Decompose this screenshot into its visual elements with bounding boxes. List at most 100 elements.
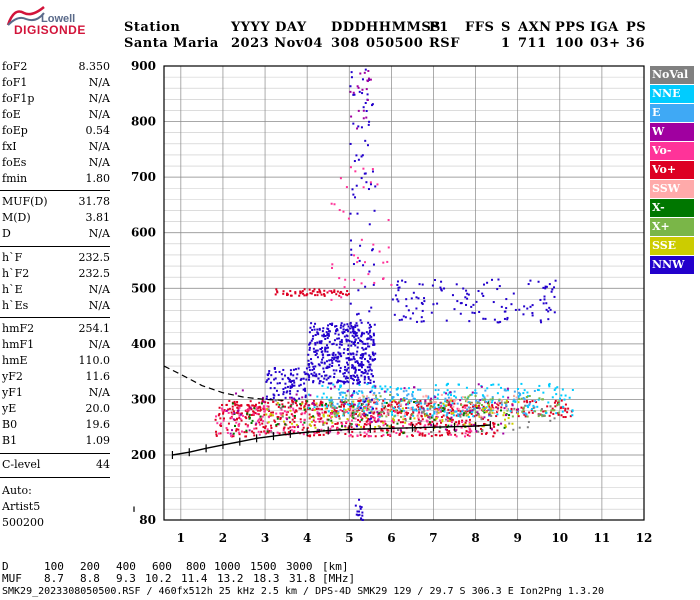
echo-point: [252, 412, 255, 415]
header-ffs: FFS: [465, 20, 495, 35]
echo-point: [471, 391, 474, 394]
echo-point: [484, 317, 487, 320]
echo-point: [350, 377, 353, 380]
echo-point: [382, 277, 385, 280]
echo-point: [408, 402, 411, 405]
echo-point: [332, 342, 335, 345]
echo-point: [527, 283, 530, 286]
echo-point: [532, 407, 535, 410]
echo-point: [413, 417, 416, 420]
echo-point: [360, 126, 363, 129]
echo-point: [356, 324, 359, 327]
echo-point: [403, 387, 406, 390]
echo-point: [451, 400, 454, 403]
echo-point: [276, 431, 279, 434]
echo-point: [352, 409, 355, 412]
echo-point: [330, 298, 333, 301]
echo-point: [320, 375, 323, 378]
echo-point: [368, 345, 371, 348]
echo-point: [299, 421, 302, 424]
echo-point: [389, 409, 392, 412]
echo-point: [428, 417, 431, 420]
echo-point: [311, 368, 314, 371]
echo-point: [343, 411, 346, 414]
echo-point: [339, 177, 342, 180]
echo-point: [334, 415, 337, 418]
echo-point: [344, 293, 347, 296]
echo-point: [329, 427, 332, 430]
echo-point: [289, 385, 292, 388]
echo-point: [321, 346, 324, 349]
echo-point: [303, 371, 306, 374]
echo-point: [418, 411, 421, 414]
echo-point: [258, 401, 261, 404]
echo-point: [302, 426, 305, 429]
echo-point: [329, 416, 332, 419]
echo-point: [248, 405, 251, 408]
echo-point: [398, 319, 401, 322]
echo-point: [407, 400, 410, 403]
echo-point: [357, 337, 360, 340]
echo-point: [370, 306, 373, 309]
echo-point: [375, 396, 378, 399]
echo-point: [308, 369, 311, 372]
echo-point: [368, 331, 371, 334]
echo-point: [310, 322, 313, 325]
echo-point: [339, 343, 342, 346]
legend-item-noval: NoVal: [650, 66, 694, 84]
echo-point: [484, 400, 487, 403]
echo-point: [270, 411, 273, 414]
echo-point: [530, 409, 533, 412]
echo-point: [467, 396, 470, 399]
echo-point: [472, 408, 475, 411]
echo-point: [481, 394, 484, 397]
echo-point: [373, 209, 376, 212]
echo-point: [298, 407, 301, 410]
echo-point: [342, 391, 345, 394]
echo-point: [378, 415, 381, 418]
echo-point: [367, 406, 370, 409]
header-hhmmss: HHMMSS: [366, 20, 441, 35]
echo-point: [318, 404, 321, 407]
echo-point: [549, 308, 552, 311]
echo-point: [522, 407, 525, 410]
echo-point: [392, 419, 395, 422]
echo-point: [353, 367, 356, 370]
echo-point: [438, 434, 441, 437]
echo-point: [355, 353, 358, 356]
echo-point: [548, 382, 551, 385]
echo-point: [324, 407, 327, 410]
echo-point: [342, 413, 345, 416]
d-value: 100: [44, 560, 64, 573]
d-value: 600: [152, 560, 172, 573]
echo-point: [537, 415, 540, 418]
x-tick-label: 10: [551, 531, 568, 545]
echo-point: [542, 286, 545, 289]
echo-point: [288, 380, 291, 383]
echo-point: [355, 331, 358, 334]
echo-point: [354, 344, 357, 347]
echo-point: [358, 383, 361, 386]
echo-point: [465, 414, 468, 417]
echo-point: [488, 413, 491, 416]
echo-point: [317, 363, 320, 366]
footer-info: SMK29_2023308050500.RSF / 460fx512h 25 k…: [2, 586, 605, 597]
echo-point: [335, 416, 338, 419]
echo-point: [472, 404, 475, 407]
echo-point: [496, 410, 499, 413]
echo-point: [316, 405, 319, 408]
echo-point: [335, 325, 338, 328]
echo-point: [287, 431, 290, 434]
echo-point: [254, 423, 257, 426]
echo-point: [369, 78, 372, 81]
echo-point: [440, 402, 443, 405]
echo-point: [385, 390, 388, 393]
echo-point: [475, 414, 478, 417]
echo-point: [434, 402, 437, 405]
echo-point: [336, 328, 339, 331]
echo-point: [363, 358, 366, 361]
echo-point: [453, 390, 456, 393]
echo-point: [362, 342, 365, 345]
param-label: hmF2: [2, 322, 35, 335]
echo-point: [420, 320, 423, 323]
